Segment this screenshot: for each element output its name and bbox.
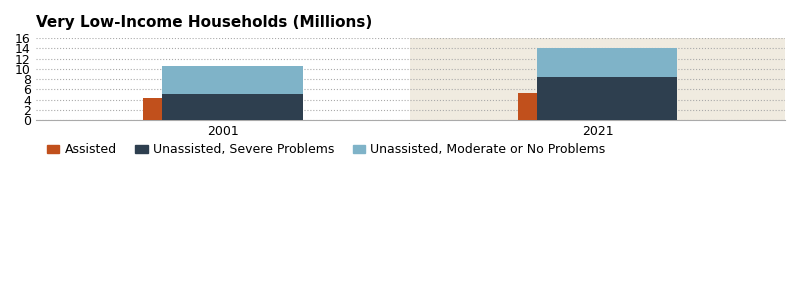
Text: Very Low-Income Households (Millions): Very Low-Income Households (Millions)	[36, 15, 372, 30]
Bar	[143, 98, 284, 120]
Bar	[162, 66, 302, 94]
Bar	[518, 93, 658, 120]
Bar	[537, 76, 678, 120]
Bar	[162, 94, 302, 120]
Legend: Assisted, Unassisted, Severe Problems, Unassisted, Moderate or No Problems: Assisted, Unassisted, Severe Problems, U…	[42, 138, 610, 161]
Bar	[410, 38, 785, 120]
Bar	[537, 48, 678, 76]
